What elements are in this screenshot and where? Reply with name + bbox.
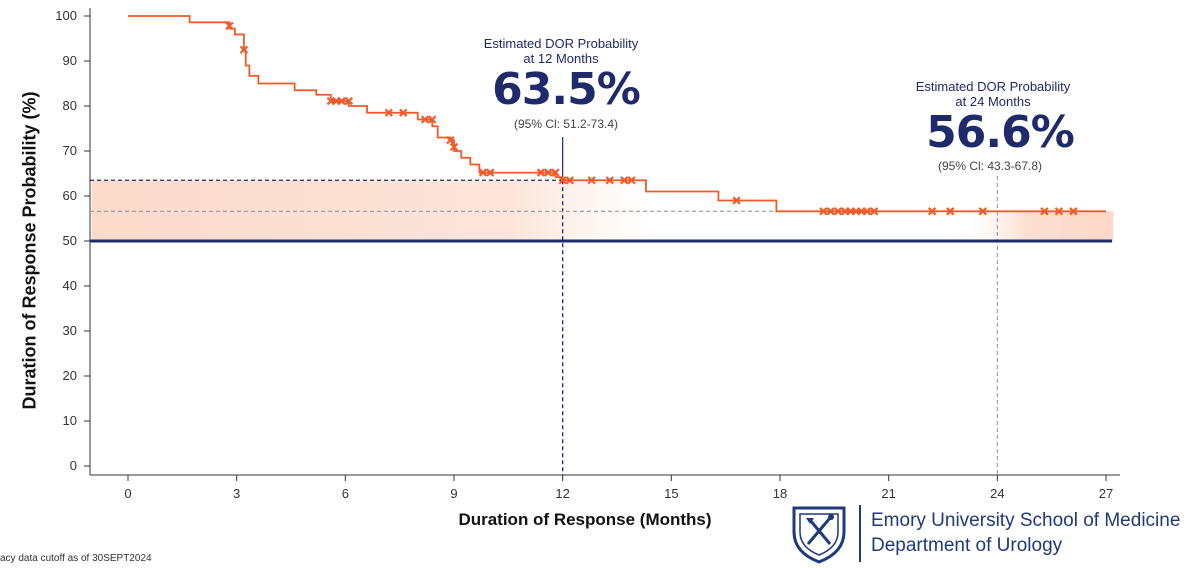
censor-mark	[399, 108, 408, 117]
y-tick-label: 60	[63, 188, 77, 203]
x-tick-label: 18	[773, 486, 787, 501]
censor-mark	[927, 207, 937, 216]
censor-mark	[344, 96, 354, 106]
censor-mark	[446, 136, 455, 145]
y-axis-label: Duration of Response Probability (%)	[19, 91, 40, 410]
censor-mark	[620, 176, 629, 185]
censor-mark	[558, 176, 567, 185]
y-tick-label: 90	[63, 53, 77, 68]
censor-mark	[862, 207, 872, 216]
annotation-24m-ci: (95% Cl: 43.3-67.8)	[937, 159, 1043, 173]
x-tick-label: 3	[233, 486, 240, 501]
annotation-24m-heading-line2: at 24 Months	[955, 94, 1031, 109]
censor-mark	[587, 176, 596, 185]
annotation-24m-heading-line1: Estimated DOR Probability	[915, 79, 1071, 94]
censor-mark	[978, 207, 988, 216]
censor-mark	[420, 115, 430, 124]
x-tick-label: 6	[342, 486, 349, 501]
censor-mark	[486, 168, 495, 177]
censor-mark	[826, 207, 835, 216]
y-tick-label: 30	[63, 323, 77, 338]
logo-line-school: Emory University School of Medicine	[871, 510, 1181, 531]
y-tick-label: 50	[63, 233, 77, 248]
censor-mark	[225, 21, 234, 31]
x-tick-label: 15	[664, 486, 678, 501]
x-axis-label: Duration of Response (Months)	[458, 510, 712, 529]
y-tick-label: 20	[63, 368, 77, 383]
y-tick-label: 100	[55, 8, 77, 23]
logo-line-department: Department of Urology	[871, 535, 1063, 556]
censor-mark	[551, 168, 560, 177]
band-24m	[968, 211, 1114, 241]
x-tick-label: 27	[1099, 486, 1113, 501]
censor-mark	[833, 207, 843, 216]
annotation-12m-heading-line2: at 12 Months	[523, 51, 599, 66]
x-tick-label: 21	[881, 486, 895, 501]
censor-mark	[449, 142, 459, 152]
censor-mark	[1069, 207, 1078, 216]
censor-mark	[1040, 207, 1049, 216]
annotation-12m-value: 63.5%	[492, 64, 641, 115]
annotation-12m-heading-line1: Estimated DOR Probability	[483, 36, 639, 51]
y-tick-label: 10	[63, 413, 77, 428]
censor-mark	[337, 96, 346, 106]
censor-mark	[384, 108, 393, 117]
y-tick-label: 0	[70, 458, 77, 473]
footnote: acy data cutoff as of 30SEPT2024	[0, 553, 152, 564]
x-tick-label: 12	[555, 486, 569, 501]
x-tick-label: 0	[124, 486, 131, 501]
censor-mark	[536, 168, 546, 177]
censor-mark	[627, 176, 636, 185]
y-tick-label: 40	[63, 278, 77, 293]
censor-mark	[1054, 207, 1064, 216]
censor-mark	[565, 176, 575, 185]
y-tick-label: 80	[63, 98, 77, 113]
censor-mark	[819, 207, 828, 216]
x-tick-label: 24	[990, 486, 1004, 501]
censor-mark	[239, 45, 249, 54]
censor-mark	[428, 115, 437, 124]
censor-mark	[543, 168, 553, 177]
band-12m	[91, 180, 654, 241]
annotation-24m-heading: Estimated DOR Probability at 24 Months	[878, 79, 1108, 109]
censor-mark	[478, 168, 488, 177]
annotation-12m-heading: Estimated DOR Probability at 12 Months	[446, 36, 676, 66]
y-tick-label: 70	[63, 143, 77, 158]
annotation-24m-value: 56.6%	[926, 107, 1075, 158]
emory-shield-logo	[792, 506, 846, 564]
censor-mark	[869, 207, 879, 216]
censor-mark	[605, 176, 614, 185]
x-tick-label: 9	[450, 486, 457, 501]
annotation-12m-ci: (95% Cl: 51.2-73.4)	[513, 117, 619, 131]
logo-divider	[859, 505, 861, 562]
censor-mark	[946, 207, 955, 216]
censor-mark	[732, 196, 741, 205]
